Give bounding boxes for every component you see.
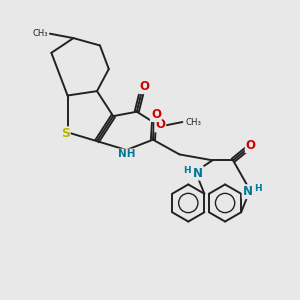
Text: O: O xyxy=(151,108,161,121)
Text: O: O xyxy=(139,80,149,93)
Text: H: H xyxy=(254,184,262,193)
Text: NH: NH xyxy=(118,149,136,159)
Text: O: O xyxy=(155,118,165,131)
Text: S: S xyxy=(61,127,70,140)
Text: CH₃: CH₃ xyxy=(32,28,47,38)
Text: H: H xyxy=(184,166,191,175)
Text: CH₃: CH₃ xyxy=(185,118,201,127)
Text: N: N xyxy=(243,185,253,198)
Text: N: N xyxy=(193,167,203,180)
Text: O: O xyxy=(246,139,256,152)
